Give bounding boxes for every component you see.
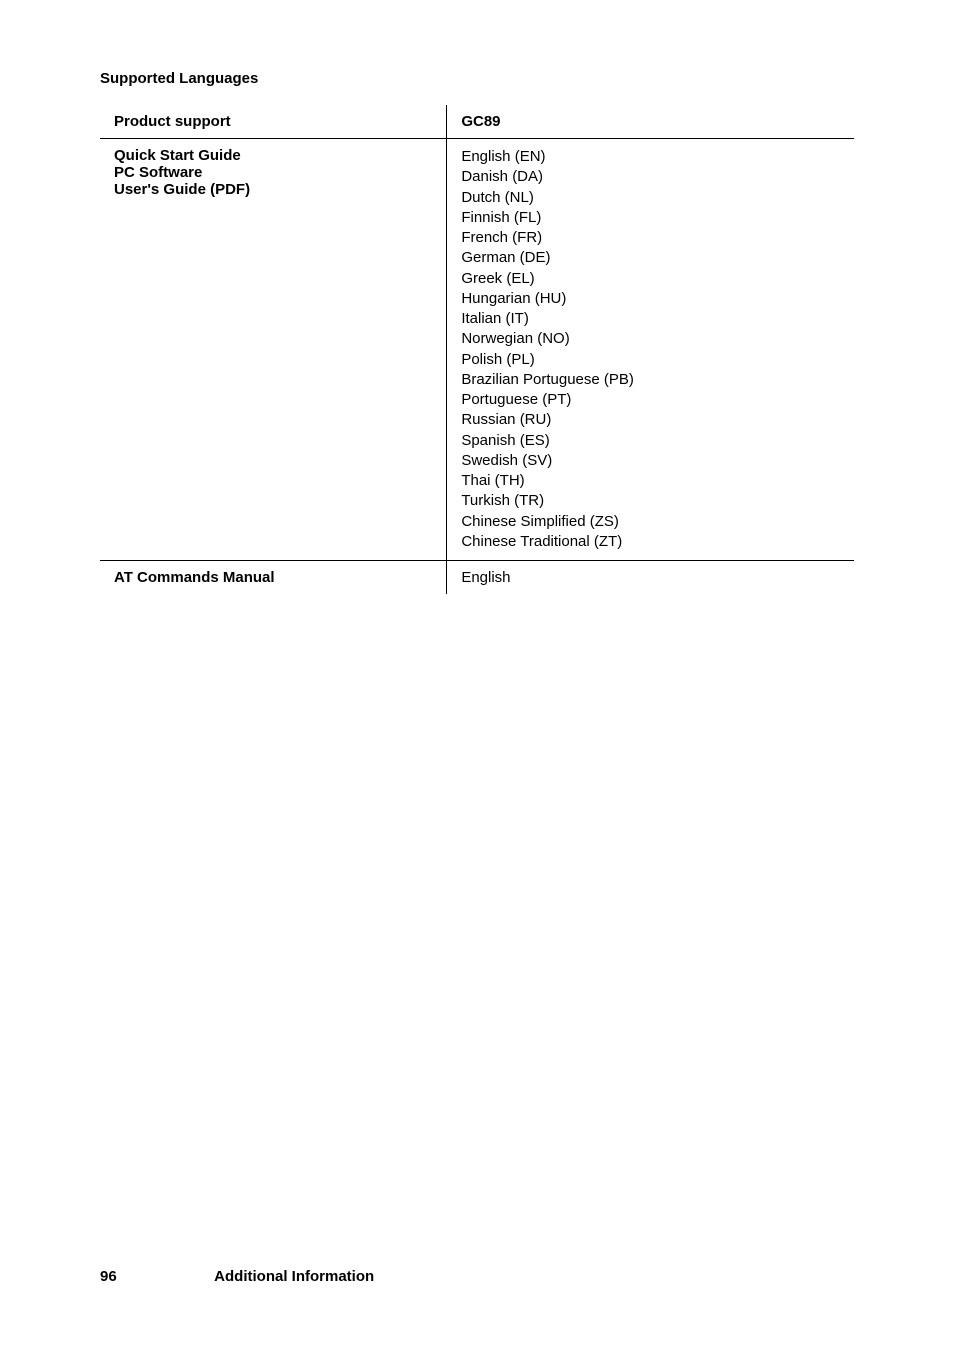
product-line: PC Software xyxy=(114,164,202,181)
language-item: Italian (IT) xyxy=(461,309,840,329)
product-line: Quick Start Guide xyxy=(114,147,241,164)
language-item: Hungarian (HU) xyxy=(461,289,840,309)
table-header-col2: GC89 xyxy=(447,105,854,139)
languages-table: Product support GC89 Quick Start Guide P… xyxy=(100,105,854,594)
table-row: AT Commands Manual English xyxy=(100,561,854,595)
language-item: English (EN) xyxy=(461,147,840,167)
table-cell-product: Quick Start Guide PC Software User's Gui… xyxy=(100,139,447,561)
language-item: Spanish (ES) xyxy=(461,431,840,451)
table-cell-languages: English xyxy=(447,561,854,595)
language-item: Greek (EL) xyxy=(461,269,840,289)
language-item: Turkish (TR) xyxy=(461,491,840,511)
table-header-col1: Product support xyxy=(100,105,447,139)
language-item: German (DE) xyxy=(461,248,840,268)
page-number: 96 xyxy=(100,1268,210,1285)
table-row: Quick Start Guide PC Software User's Gui… xyxy=(100,139,854,561)
language-item: Thai (TH) xyxy=(461,471,840,491)
table-cell-product: AT Commands Manual xyxy=(100,561,447,595)
language-item: Swedish (SV) xyxy=(461,451,840,471)
language-item: Norwegian (NO) xyxy=(461,329,840,349)
table-header-row: Product support GC89 xyxy=(100,105,854,139)
language-list: English (EN) Danish (DA) Dutch (NL) Finn… xyxy=(461,147,840,552)
language-item: Chinese Simplified (ZS) xyxy=(461,512,840,532)
product-line: AT Commands Manual xyxy=(114,569,275,586)
footer-section-title: Additional Information xyxy=(214,1268,374,1285)
section-heading: Supported Languages xyxy=(100,70,854,87)
language-item: French (FR) xyxy=(461,228,840,248)
table-cell-languages: English (EN) Danish (DA) Dutch (NL) Finn… xyxy=(447,139,854,561)
language-item: Finnish (FL) xyxy=(461,208,840,228)
page-footer: 96 Additional Information xyxy=(100,1268,374,1285)
language-item: Brazilian Portuguese (PB) xyxy=(461,370,840,390)
language-item: Russian (RU) xyxy=(461,410,840,430)
language-item: Chinese Traditional (ZT) xyxy=(461,532,840,552)
language-item: Danish (DA) xyxy=(461,167,840,187)
language-item: English xyxy=(461,569,510,586)
product-line: User's Guide (PDF) xyxy=(114,181,250,198)
language-item: Portuguese (PT) xyxy=(461,390,840,410)
page-content: Supported Languages Product support GC89… xyxy=(0,0,954,594)
language-item: Dutch (NL) xyxy=(461,188,840,208)
language-item: Polish (PL) xyxy=(461,350,840,370)
